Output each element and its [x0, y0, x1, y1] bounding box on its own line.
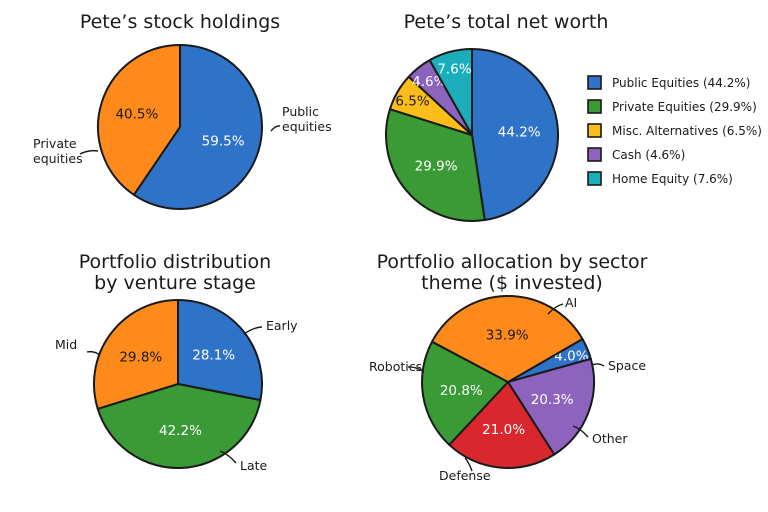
slice-outside-label: Mid: [55, 337, 77, 352]
legend-entry: Public Equities (44.2%): [612, 76, 750, 90]
leader-line: [547, 303, 564, 315]
chart-title: theme ($ invested): [421, 272, 603, 294]
leader-line: [219, 450, 237, 464]
slice-percent-label: 44.2%: [498, 125, 541, 141]
chart-title: Pete’s total net worth: [404, 11, 609, 33]
slice-outside-label: Defense: [439, 468, 491, 483]
slice-percent-label: 59.5%: [202, 133, 245, 149]
pie-slice-private-equities: [385, 108, 486, 222]
leader-line: [270, 125, 281, 132]
legend-entry: Cash (4.6%): [612, 148, 685, 162]
slice-percent-label: 7.6%: [437, 62, 471, 78]
slice-outside-label: Public: [282, 104, 319, 119]
slice-outside-label: equities: [282, 119, 332, 134]
pie-chart-2: Pete’s total net worth 44.2% 29.9% 6.5% 4.6%…: [385, 11, 762, 222]
pie-slice-ai: [431, 295, 584, 383]
slice-outside-label: Private: [33, 136, 77, 151]
slice-outside-label: equities: [33, 151, 83, 166]
slice-outside-label: Space: [608, 358, 646, 373]
pie-slice-mid: [93, 299, 179, 410]
pie-slice-public-equities: [471, 48, 560, 222]
pie-slice-home-equity: [428, 48, 473, 136]
slice-percent-label: 29.8%: [119, 350, 162, 366]
legend-swatch: [587, 171, 602, 186]
legend-swatch: [587, 147, 602, 162]
leader-line: [407, 366, 425, 373]
legend-entry: Home Equity (7.6%): [612, 172, 733, 186]
pie-slice-other: [507, 357, 595, 456]
leader-line: [591, 363, 605, 367]
pie-slice-defense: [448, 381, 556, 469]
slice-outside-label: Late: [240, 458, 268, 473]
slice-percent-label: 40.5%: [115, 107, 158, 123]
leader-line: [243, 326, 263, 335]
slice-percent-label: 20.3%: [531, 392, 574, 408]
slice-percent-label: 21.0%: [482, 422, 525, 438]
pie-slice-private-equities: [97, 44, 181, 196]
legend: Public Equities (44.2%) Private Equities …: [587, 75, 762, 186]
pie-slice-public-equities: [132, 44, 263, 210]
chart-title: Portfolio allocation by sector: [377, 251, 648, 273]
slice-outside-label: Other: [592, 431, 628, 446]
slice-percent-label: 42.2%: [159, 423, 202, 439]
leader-line: [79, 149, 99, 155]
slice-outside-label: Robotics: [369, 359, 422, 374]
leader-line: [572, 425, 589, 438]
legend-swatch: [587, 75, 602, 90]
slice-percent-label: 4.6%: [412, 74, 446, 90]
slice-percent-label: 28.1%: [192, 348, 235, 364]
leader-line: [464, 457, 473, 472]
slice-percent-label: 33.9%: [486, 328, 529, 344]
slice-percent-label: 4.0%: [554, 348, 588, 364]
leader-line: [86, 350, 101, 356]
legend-swatch: [587, 99, 602, 114]
slice-outside-label: Early: [266, 318, 298, 333]
legend-swatch: [587, 123, 602, 138]
slice-percent-label: 20.8%: [440, 383, 483, 399]
legend-entry: Private Equities (29.9%): [612, 100, 757, 114]
chart-title: Portfolio distribution: [79, 251, 271, 273]
pie-slice-robotics: [421, 340, 509, 446]
chart-title: Pete’s stock holdings: [80, 11, 280, 33]
slice-percent-label: 29.9%: [415, 159, 458, 175]
chart-title: by venture stage: [94, 272, 256, 294]
pie-slice-early: [177, 299, 263, 402]
slice-percent-label: 6.5%: [395, 94, 429, 110]
legend-entry: Misc. Alternatives (6.5%): [612, 124, 762, 138]
pie-slice-late: [96, 383, 262, 469]
slice-outside-label: AI: [565, 295, 577, 310]
